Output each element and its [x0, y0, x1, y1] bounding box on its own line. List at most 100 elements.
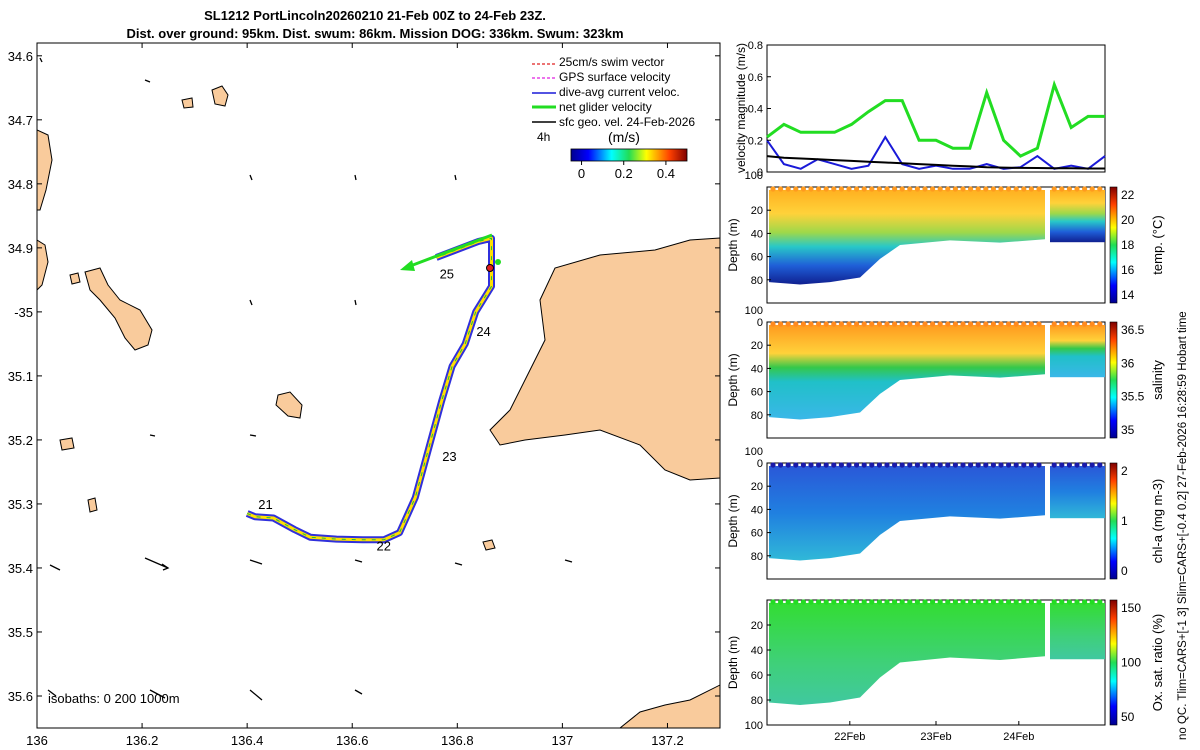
section-colorbar-tick-label: 0	[1121, 564, 1128, 578]
section-surface-dot	[808, 321, 814, 327]
section-surface-dot	[892, 599, 898, 605]
section-surface-dot	[952, 186, 959, 192]
section-surface-dot	[990, 321, 997, 327]
section-surface-dot	[838, 599, 845, 605]
speed-colorbar	[570, 148, 688, 162]
section-surface-dot	[1036, 321, 1042, 327]
map-y-tick-label: 35.4	[8, 561, 33, 576]
map-x-tick-label: 136.8	[441, 733, 474, 748]
section-surface-dot	[952, 599, 959, 605]
section-surface-dot	[1036, 462, 1042, 468]
section-surface-dot	[922, 321, 928, 327]
section-y-tick-label: 80	[751, 695, 763, 707]
section-surface-dot	[793, 462, 799, 468]
section-surface-dot	[1059, 186, 1065, 192]
section-surface-dot	[960, 462, 966, 468]
section-colorbar-tick-label: 20	[1121, 213, 1135, 227]
section-data-fill	[769, 603, 1045, 705]
section-y-tick-label: 80	[751, 275, 763, 287]
section-surface-dot	[816, 186, 822, 192]
map-y-tick-label: 35.1	[8, 369, 33, 384]
velocity-y-tick-label: 0	[757, 167, 763, 179]
map-y-tick-label: 34.7	[8, 113, 33, 128]
section-surface-dot	[952, 462, 959, 468]
section-data-fill	[769, 190, 1045, 285]
section-surface-dot	[800, 186, 807, 192]
section-surface-dot	[1066, 321, 1072, 327]
section-surface-dot	[1006, 186, 1012, 192]
section-surface-dot	[899, 599, 905, 605]
sfc-geo-velocity-arrows	[39, 57, 573, 701]
section-surface-dot	[968, 462, 974, 468]
land-island-small-2	[181, 97, 194, 109]
section-surface-dot	[869, 462, 875, 468]
section-surface-dot	[778, 186, 784, 192]
section-surface-dot	[945, 599, 951, 605]
section-surface-dot	[838, 186, 845, 192]
land-island-west	[37, 239, 49, 291]
section-y-tick-label: 40	[751, 504, 763, 516]
section-surface-dot	[770, 599, 776, 605]
section-surface-dot	[1082, 599, 1088, 605]
net-glider-velocity-arrowhead	[400, 260, 415, 271]
section-surface-dot	[968, 186, 974, 192]
section-top-tick-label: 100	[745, 170, 763, 182]
section-surface-dot	[1051, 186, 1057, 192]
section-y-tick-label: 40	[751, 228, 763, 240]
map-y-tick-label: 35.5	[8, 625, 33, 640]
section-surface-dot	[884, 321, 890, 327]
land-mainland-south	[619, 684, 720, 728]
section-surface-dot	[793, 186, 799, 192]
section-data-fill	[769, 325, 1045, 420]
section-x-tick-label: 24Feb	[1003, 731, 1034, 743]
oxygen-section: 20 40 60 80 100 Depth (m) 150 100 50 Ox. sat. rat…	[726, 599, 1165, 732]
section-surface-dot	[975, 186, 981, 192]
section-surface-dot	[899, 321, 905, 327]
map-y-tick-label: 34.6	[8, 49, 33, 64]
section-surface-dot	[945, 462, 951, 468]
section-surface-dot	[823, 186, 829, 192]
section-surface-dot	[1089, 186, 1095, 192]
section-colorbar	[1109, 321, 1118, 439]
section-surface-dot	[778, 599, 784, 605]
section-surface-dot	[854, 186, 860, 192]
section-surface-dot	[1059, 321, 1065, 327]
section-data-fill-end	[1050, 603, 1105, 660]
section-surface-dot	[846, 186, 852, 192]
section-surface-dot	[990, 186, 997, 192]
section-surface-dot	[892, 321, 898, 327]
section-surface-dot	[869, 321, 875, 327]
velocity-series-line	[766, 79, 1105, 158]
section-surface-dot	[975, 462, 981, 468]
section-surface-dot	[1074, 462, 1080, 468]
section-colorbar	[1109, 462, 1118, 580]
section-surface-dot	[876, 599, 883, 605]
section-surface-dot	[785, 599, 791, 605]
section-colorbar-label: chl-a (mg m-3)	[1150, 479, 1165, 564]
section-surface-dot	[1006, 321, 1012, 327]
section-colorbar-tick-label: 16	[1121, 263, 1135, 277]
day-label: 24	[476, 324, 490, 339]
section-surface-dot	[831, 186, 837, 192]
section-surface-dot	[907, 599, 913, 605]
section-colorbar	[1109, 186, 1118, 304]
section-surface-dot	[975, 599, 981, 605]
section-y-tick-label: 20	[751, 205, 763, 217]
section-surface-dot	[1059, 599, 1065, 605]
section-data-fill-end	[1050, 190, 1105, 243]
section-top-tick-label: 100	[745, 446, 763, 458]
section-ylabel: Depth (m)	[726, 636, 740, 689]
section-x-tick-label: 22Feb	[834, 731, 865, 743]
chart-title-line2: Dist. over ground: 95km. Dist. swum: 86k…	[126, 26, 624, 41]
section-surface-dot	[1028, 599, 1034, 605]
legend-swim-label: 25cm/s swim vector	[559, 55, 664, 69]
section-surface-dot	[785, 462, 791, 468]
section-surface-dot	[914, 599, 921, 605]
section-colorbar-label: Ox. sat. ratio (%)	[1150, 614, 1165, 712]
legend-current-label: dive-avg current veloc.	[559, 85, 680, 99]
day-labels: 21 22 23 24 25	[258, 266, 491, 553]
section-surface-dot	[1051, 462, 1057, 468]
section-surface-dot	[884, 186, 890, 192]
map-legend: 25cm/s swim vector GPS surface velocity …	[532, 55, 695, 181]
velocity-panel-frame	[766, 44, 1106, 173]
